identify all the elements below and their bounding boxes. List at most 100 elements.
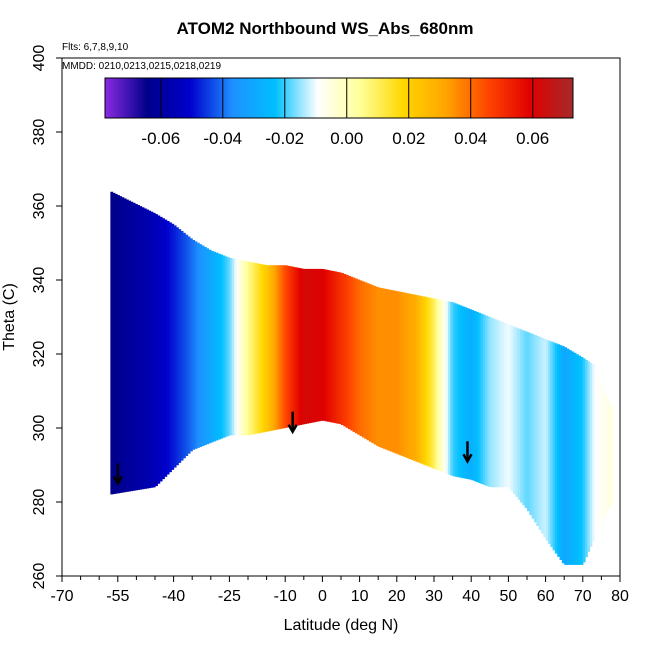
x-tick-label: 60: [537, 588, 555, 605]
heatmap-cell: [164, 219, 168, 477]
heatmap-cell: [208, 249, 212, 444]
heatmap-cell: [320, 268, 323, 421]
heatmap-cell: [238, 259, 242, 436]
heatmap-cell: [368, 284, 372, 442]
heatmap-cell: [266, 265, 270, 432]
heatmap-cell: [359, 280, 363, 437]
y-tick-label: 340: [31, 267, 48, 294]
heatmap-cell: [573, 352, 577, 565]
heatmap-cell: [589, 362, 593, 547]
heatmap-cell: [128, 200, 132, 492]
heatmap-cell: [257, 263, 261, 434]
heatmap-cell: [141, 207, 145, 490]
heatmap-cell: [310, 268, 314, 423]
x-tick-label: -40: [162, 588, 185, 605]
heatmap-cell: [231, 258, 235, 436]
heatmap-cell: [515, 327, 519, 497]
heatmap-cell: [406, 293, 410, 459]
heatmap-cell: [182, 232, 186, 459]
heatmap-cell: [192, 239, 196, 450]
tropopause-marker: [112, 463, 123, 487]
heatmap-cell: [408, 293, 412, 459]
heatmap-cell: [557, 344, 561, 557]
dates-annotation: MMDD: 0210,0213,0215,0218,0219: [62, 61, 222, 72]
heatmap-cell: [168, 222, 172, 473]
heatmap-cell: [461, 306, 465, 479]
heatmap-cell: [299, 268, 303, 425]
heatmap-cell: [403, 292, 407, 458]
heatmap-cell: [123, 198, 127, 493]
heatmap-cell: [529, 333, 533, 515]
heatmap-cell: [236, 259, 240, 436]
heatmap-cell: [492, 318, 496, 488]
flights-annotation: Flts: 6,7,8,9,10: [62, 42, 129, 53]
heatmap-cell: [166, 221, 170, 475]
x-tick-label: -55: [106, 588, 129, 605]
heatmap-cell: [431, 298, 435, 469]
heatmap-cell: [252, 262, 256, 435]
heatmap-cell: [429, 297, 433, 468]
heatmap-cell: [522, 330, 526, 506]
heatmap-cell: [571, 351, 575, 565]
heatmap-cell: [447, 301, 451, 475]
heatmap-cell: [564, 347, 568, 565]
heatmap-cell: [357, 279, 361, 435]
heatmap-cell: [345, 274, 349, 428]
heatmap-cell: [248, 261, 251, 436]
heatmap-cell: [494, 319, 498, 488]
x-axis-label: Latitude (deg N): [284, 617, 399, 634]
heatmap-cell: [301, 268, 305, 425]
heatmap-cell: [543, 338, 547, 538]
y-tick-label: 360: [31, 193, 48, 220]
heatmap-cell: [598, 378, 602, 528]
heatmap-cell: [282, 265, 286, 429]
x-tick-label: 30: [425, 588, 443, 605]
heatmap-cell: [254, 263, 258, 434]
heatmap-cell: [499, 321, 503, 488]
heatmap-cell: [250, 262, 254, 435]
heatmap-cell: [150, 211, 154, 488]
heatmap-cell: [603, 390, 607, 519]
heatmap-cell: [364, 282, 368, 439]
heatmap-cell: [117, 195, 120, 494]
heatmap-cell: [471, 310, 475, 481]
heatmap-cell: [152, 212, 156, 488]
heatmap-cell: [524, 331, 528, 509]
heatmap-cell: [457, 304, 461, 478]
heatmap-cell: [203, 246, 207, 446]
colorbar-tick-label: -0.04: [203, 129, 242, 148]
heatmap-cell: [607, 401, 611, 509]
x-tick-label: -70: [50, 588, 73, 605]
heatmap-cell: [317, 268, 321, 422]
x-tick-label: 70: [574, 588, 592, 605]
heatmap-cell: [336, 271, 340, 424]
heatmap-cell: [354, 278, 358, 434]
heatmap-cell: [132, 202, 136, 491]
heatmap-cell: [443, 300, 447, 473]
heatmap-cell: [371, 285, 375, 444]
heatmap-cell: [114, 193, 118, 494]
heatmap-cell: [533, 335, 537, 523]
heatmap-cell: [401, 292, 405, 457]
heatmap-cell: [501, 322, 505, 488]
heatmap-cell: [545, 339, 549, 541]
y-tick-label: 280: [31, 489, 48, 516]
y-tick-label: 260: [31, 563, 48, 590]
heatmap-cell: [275, 265, 279, 430]
heatmap-cell: [199, 244, 203, 447]
heatmap-cell: [464, 307, 468, 479]
heatmap-cell: [610, 406, 614, 505]
heatmap-cell: [417, 295, 421, 463]
heatmap-cell: [566, 348, 570, 565]
heatmap-cell: [161, 218, 165, 480]
x-tick-label: 50: [500, 588, 518, 605]
heatmap-cell: [605, 395, 609, 514]
y-tick-label: 300: [31, 415, 48, 442]
heatmap-cell: [413, 294, 416, 461]
x-tick-label: 20: [388, 588, 406, 605]
heatmap-cell: [585, 359, 588, 558]
heatmap-cell: [259, 264, 263, 433]
heatmap-cell: [366, 283, 370, 441]
heatmap-cell: [485, 315, 489, 486]
